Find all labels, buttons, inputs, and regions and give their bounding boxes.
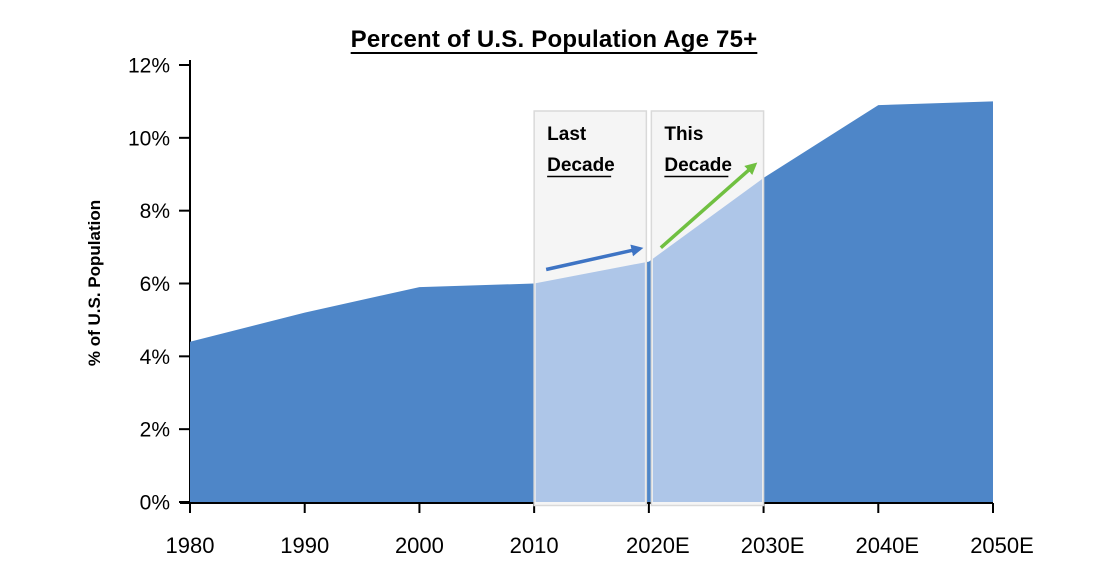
chart-title-text: Percent of U.S. Population Age 75+ xyxy=(350,26,758,53)
annotation-label-line1: Last xyxy=(547,124,587,145)
chart-title: Percent of U.S. Population Age 75+ xyxy=(154,26,954,54)
trend-arrow xyxy=(545,244,644,272)
trend-arrow xyxy=(659,162,758,249)
y-tick-label: 2% xyxy=(140,419,170,442)
y-tick-label: 0% xyxy=(140,492,170,515)
annotation-label-line1: This xyxy=(664,124,703,145)
x-tick-label: 2020E xyxy=(626,533,690,558)
annotation-label-line2: Decade xyxy=(547,155,615,176)
x-tick-label: 2010 xyxy=(510,533,559,558)
x-tick-label: 2050E xyxy=(970,533,1034,558)
x-tick-label: 1980 xyxy=(166,533,215,558)
y-axis-title: % of U.S. Population xyxy=(85,200,104,366)
y-tick-label: 8% xyxy=(140,200,170,223)
y-tick-label: 12% xyxy=(128,55,170,78)
annotation-label-line2: Decade xyxy=(664,155,732,176)
area-series-highlighted xyxy=(535,101,763,502)
x-tick-label: 2040E xyxy=(855,533,919,558)
y-tick-label: 6% xyxy=(140,273,170,296)
y-tick-label: 10% xyxy=(128,127,170,150)
y-tick-label: 4% xyxy=(140,346,170,369)
x-tick-label: 2030E xyxy=(741,533,805,558)
x-tick-label: 1990 xyxy=(280,533,329,558)
x-tick-label: 2000 xyxy=(395,533,444,558)
